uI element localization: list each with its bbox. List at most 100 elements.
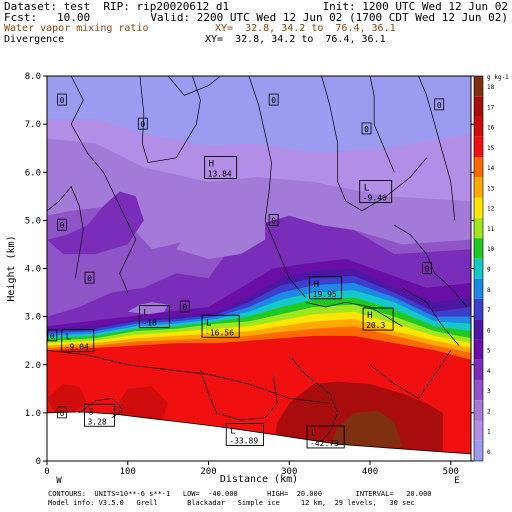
x-tick-label: 400 xyxy=(362,467,378,477)
x-tick-label: 200 xyxy=(200,467,216,477)
footer-model-info: Model info: V3.5.0 Grell Blackadar Simpl… xyxy=(48,499,415,507)
extremum-kind: H xyxy=(367,311,372,321)
colorbar-swatch xyxy=(474,298,483,320)
header-init: Init: 1200 UTC Wed 12 Jun 02 xyxy=(322,0,508,13)
divergence-contour xyxy=(46,349,330,404)
extremum-value: -9.04 xyxy=(65,343,89,352)
header-contour-name: Divergence xyxy=(4,34,65,45)
divergence-contour xyxy=(394,224,468,308)
zero-label: 0 xyxy=(182,303,187,312)
colorbar-swatch xyxy=(474,116,483,137)
colorbar-swatch xyxy=(474,258,483,279)
colorbar-label: 10 xyxy=(487,246,495,253)
colorbar-label: 3 xyxy=(487,388,491,395)
header-dataset: Dataset: test RIP: rip20020612 d1 xyxy=(4,0,230,13)
extremum-kind: L xyxy=(143,309,148,319)
colorbar-swatch xyxy=(474,400,483,421)
divergence-contour xyxy=(369,75,395,173)
y-tick-label: 0 xyxy=(36,457,41,467)
x-tick-label: 0 xyxy=(44,467,49,477)
y-axis-label: Height (km) xyxy=(6,235,17,301)
colorbar-label: 12 xyxy=(487,206,495,213)
extremum-kind: L xyxy=(311,429,316,439)
extremum-box xyxy=(138,305,170,329)
extremum-box xyxy=(61,329,95,353)
colorbar-swatch xyxy=(474,197,483,218)
colorbar-swatch xyxy=(474,339,483,360)
colorbar-swatch xyxy=(474,177,483,198)
divergence-contour xyxy=(402,287,460,346)
divergence-contour xyxy=(369,350,452,399)
divergence-contour xyxy=(321,75,427,212)
x-axis-label: Distance (km) xyxy=(220,474,298,485)
zero-label-box xyxy=(84,271,95,284)
colorbar-label: 11 xyxy=(487,226,495,233)
zero-label-box xyxy=(361,122,372,135)
divergence-contour xyxy=(79,398,125,419)
extremum-box xyxy=(362,307,394,331)
header-contour-xy: XY= 32.8, 34.2 to 76.4, 36.1 xyxy=(205,34,386,45)
colorbar-swatch xyxy=(474,76,483,97)
zero-label-box xyxy=(268,93,279,106)
extremum-value: -42.73 xyxy=(310,439,339,448)
x-tick-label: 100 xyxy=(120,467,136,477)
divergence-contour xyxy=(70,75,137,293)
extremum-kind: L xyxy=(230,427,235,437)
extremum-kind: L xyxy=(66,333,71,343)
zero-label: 0 xyxy=(50,332,55,341)
extremum-value: 19.95 xyxy=(313,290,337,299)
zero-label-box xyxy=(422,262,432,274)
colorbar-label: 18 xyxy=(487,84,495,91)
y-tick-label: 4.0 xyxy=(25,265,41,275)
zero-label: 0 xyxy=(140,120,145,129)
zero-label: 0 xyxy=(271,216,276,225)
colorbar-label: 0 xyxy=(487,449,491,456)
colorbar-label: 7 xyxy=(487,307,491,314)
divergence-contour xyxy=(248,75,306,298)
extremum-kind: H xyxy=(209,159,214,169)
zero-label-box xyxy=(268,213,279,226)
colorbar-label: 2 xyxy=(487,408,491,415)
divergence-contour xyxy=(200,369,278,421)
divergence-contour xyxy=(139,75,201,163)
colorbar-swatch xyxy=(474,379,483,401)
colorbar-unit: g kg-1 xyxy=(487,74,509,81)
extremum-value: -9.46 xyxy=(363,194,387,203)
y-tick-label: 8.0 xyxy=(25,72,41,82)
colorbar-swatch xyxy=(474,278,483,299)
extremum-value: 3.28 xyxy=(87,417,106,426)
zero-label-box xyxy=(47,329,58,342)
zero-label-box xyxy=(57,93,67,106)
colorbar-label: 1 xyxy=(487,429,491,436)
extremum-box xyxy=(309,276,343,300)
colorbar-swatch xyxy=(474,96,483,117)
extremum-kind: S xyxy=(88,407,93,417)
zero-label: 0 xyxy=(425,265,430,274)
zero-label: 0 xyxy=(437,101,442,110)
colorbar-label: 4 xyxy=(487,368,491,375)
colorbar-swatch xyxy=(474,157,483,178)
zero-label-box xyxy=(179,300,190,313)
colorbar-swatch xyxy=(474,136,483,158)
zero-label-box xyxy=(137,117,148,130)
colorbar-label: 16 xyxy=(487,125,495,132)
y-tick-label: 6.0 xyxy=(25,168,41,178)
terrain-fill xyxy=(47,411,471,471)
divergence-contour xyxy=(46,186,84,279)
zero-label-box xyxy=(57,406,67,419)
y-tick-label: 3.0 xyxy=(25,313,41,323)
east-label: E xyxy=(454,476,459,486)
header-valid: Valid: 2200 UTC Wed 12 Jun 02 (1700 CDT … xyxy=(150,11,508,24)
zero-label-box xyxy=(434,98,445,111)
colorbar-label: 6 xyxy=(487,327,491,334)
header-field-xy: XY= 32.8, 34.2 to 76.4, 36.1 xyxy=(215,23,396,34)
header-field-name: Water vapor mixing ratio xyxy=(4,23,149,34)
y-tick-label: 7.0 xyxy=(25,120,41,130)
y-tick-label: 2.0 xyxy=(25,361,41,371)
colorbar-swatch xyxy=(474,217,483,239)
colorbar-label: 15 xyxy=(487,145,495,152)
colorbar-swatch xyxy=(474,420,483,441)
moisture-pocket-light xyxy=(176,201,266,259)
zero-label: 0 xyxy=(271,96,276,105)
colorbar-swatch xyxy=(474,359,483,380)
